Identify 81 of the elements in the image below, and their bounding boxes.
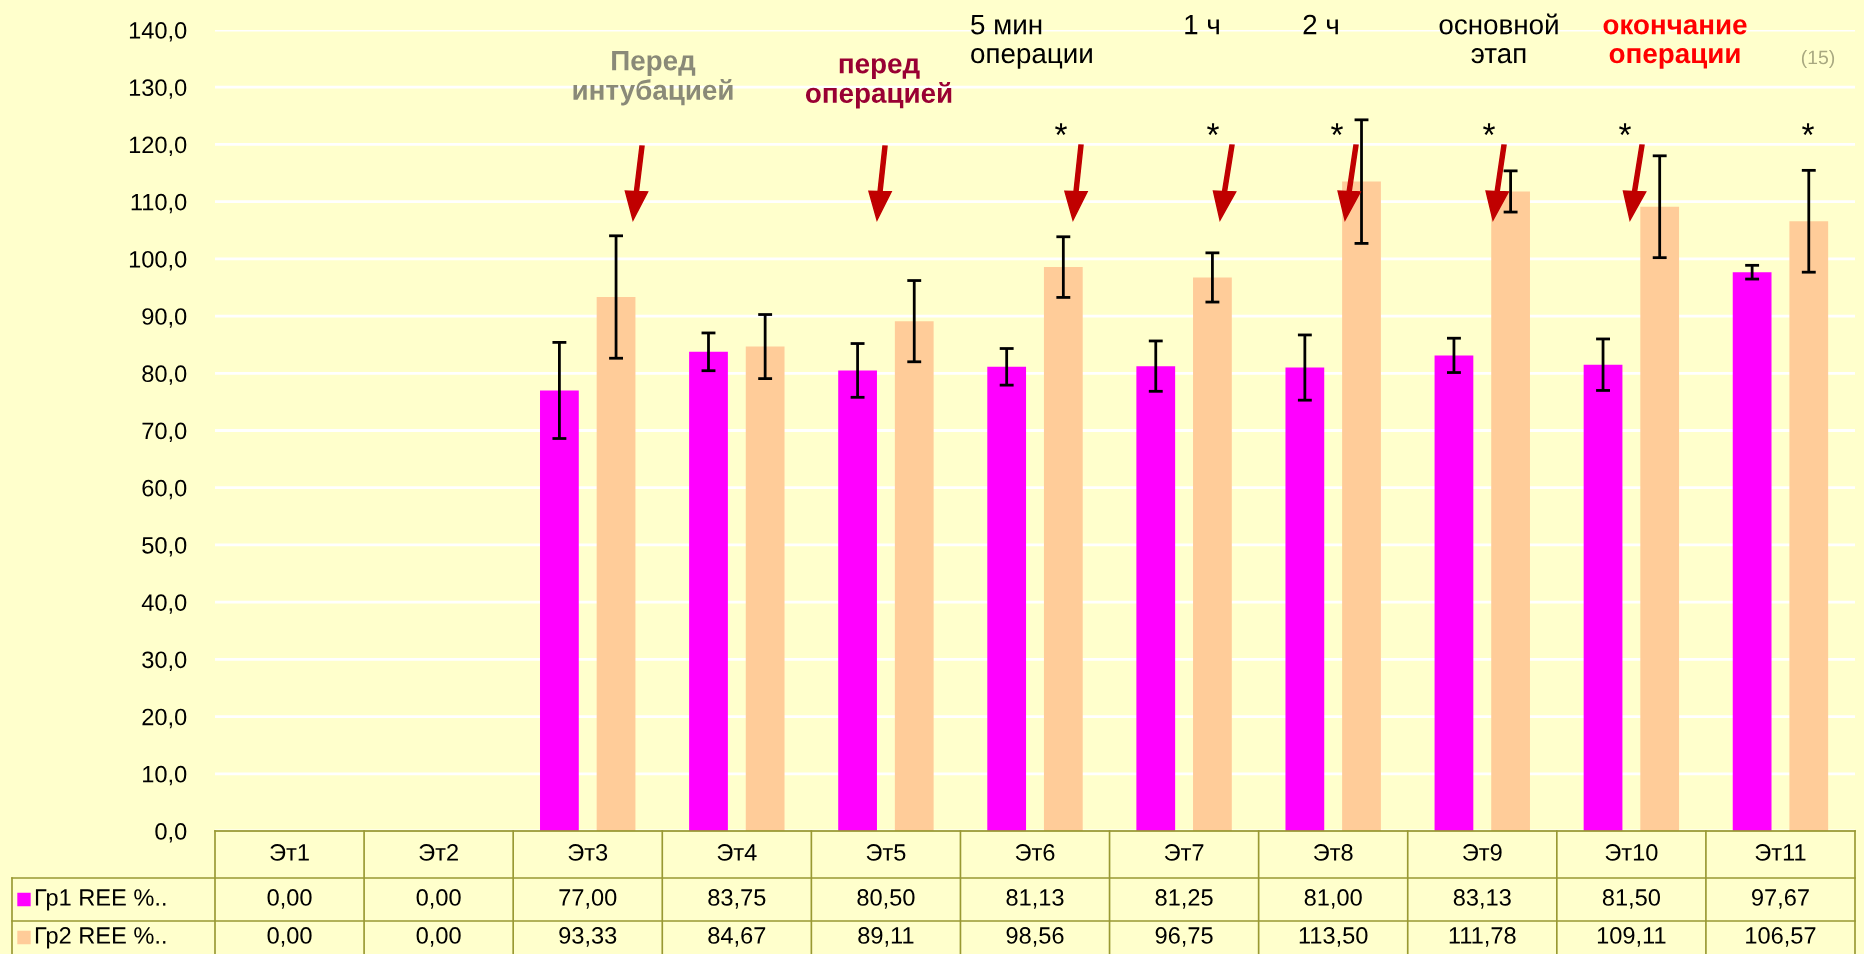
data-label: 0,00 <box>267 927 312 947</box>
bar <box>1136 366 1176 831</box>
data-label: 96,75 <box>1155 927 1213 947</box>
data-label: 81,13 <box>1006 889 1064 909</box>
data-label: 98,56 <box>1006 927 1064 947</box>
data-label: 81,25 <box>1155 889 1213 909</box>
bar <box>1491 191 1530 831</box>
data-label: 83,75 <box>708 889 766 909</box>
bar <box>1583 364 1623 831</box>
annotation: основной этап <box>1439 13 1558 64</box>
y-tick-label: 40,0 <box>141 594 187 614</box>
bar <box>1434 355 1474 831</box>
y-tick-label: 0,0 <box>155 823 187 843</box>
y-tick-label: 20,0 <box>142 708 187 729</box>
annotation: * <box>1802 123 1814 135</box>
annotation: окончание операции <box>1603 19 1747 69</box>
y-tick-label: 130,0 <box>129 79 187 99</box>
data-label: 77,00 <box>559 889 617 909</box>
data-label: 80,50 <box>857 889 915 909</box>
data-label: 84,67 <box>708 927 766 947</box>
annotation: * <box>1619 123 1631 135</box>
bar <box>987 366 1027 831</box>
y-tick-label: 100,0 <box>129 250 187 271</box>
y-tick-label: 90,0 <box>142 308 187 328</box>
x-tick-label: Эт11 <box>1755 844 1806 861</box>
y-tick-label: 80,0 <box>142 365 187 385</box>
bar <box>540 390 579 831</box>
bar <box>689 351 728 831</box>
bar <box>1789 221 1829 831</box>
x-tick-label: Эт1 <box>270 844 309 861</box>
annotation: 2 ч <box>1303 14 1338 35</box>
y-tick-label: 30,0 <box>142 651 187 671</box>
bar <box>745 346 785 831</box>
legend-label: Гр2 REE %.. <box>35 927 166 949</box>
annotation: (15) <box>1801 50 1835 69</box>
data-label: 97,67 <box>1752 889 1809 909</box>
data-label: 83,13 <box>1453 889 1511 909</box>
y-tick-label: 50,0 <box>142 537 187 557</box>
annotation: * <box>1331 123 1343 135</box>
data-label: 89,11 <box>858 927 914 947</box>
annotation: 5 мин операции <box>971 15 1092 69</box>
y-tick-label: 60,0 <box>142 479 187 500</box>
legend-label: Гр1 REE %.. <box>35 889 166 911</box>
data-label: 93,33 <box>559 927 617 947</box>
annotation: * <box>1483 123 1495 135</box>
annotation: * <box>1055 123 1067 135</box>
x-tick-label: Эт3 <box>568 844 608 861</box>
x-tick-label: Эт4 <box>717 844 757 861</box>
data-label: 0,00 <box>267 889 312 909</box>
y-tick-label: 140,0 <box>129 22 187 42</box>
annotation: Перед интубацией <box>573 51 733 106</box>
bar <box>1285 367 1325 831</box>
annotation: перед операцией <box>805 58 952 109</box>
x-tick-label: Эт2 <box>419 844 458 861</box>
bar <box>1732 272 1772 831</box>
bar <box>1043 267 1083 831</box>
x-tick-label: Эт6 <box>1015 844 1055 861</box>
data-label: 106,57 <box>1746 927 1816 947</box>
y-tick-label: 120,0 <box>129 136 187 157</box>
bar <box>596 297 636 831</box>
data-label: 111,78 <box>1449 927 1516 947</box>
annotation: 1 ч <box>1185 15 1219 35</box>
data-label: 81,50 <box>1602 889 1660 909</box>
data-label: 113,50 <box>1299 927 1368 947</box>
bar <box>894 321 934 831</box>
annotation: * <box>1207 123 1219 135</box>
bar <box>1640 206 1680 831</box>
x-tick-label: Эт8 <box>1313 844 1353 861</box>
x-tick-label: Эт7 <box>1164 844 1204 861</box>
x-tick-label: Эт5 <box>866 844 906 861</box>
y-tick-label: 10,0 <box>143 765 187 786</box>
bar <box>1193 277 1232 831</box>
y-tick-label: 110,0 <box>131 193 187 214</box>
data-label: 0,00 <box>416 927 461 947</box>
bar <box>838 370 877 831</box>
data-label: 0,00 <box>416 889 461 909</box>
x-tick-label: Эт10 <box>1605 844 1658 861</box>
y-tick-label: 70,0 <box>142 422 187 443</box>
x-tick-label: Эт9 <box>1463 844 1502 861</box>
data-label: 81,00 <box>1304 889 1362 909</box>
data-label: 109,11 <box>1597 927 1666 947</box>
